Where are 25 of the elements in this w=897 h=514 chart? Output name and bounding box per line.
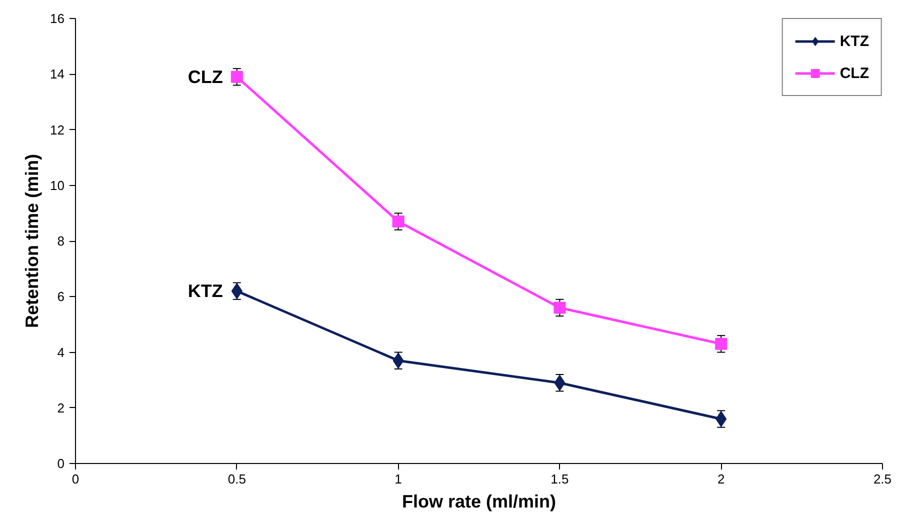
point bbox=[230, 70, 243, 83]
y-axis-title: Retention time (min) bbox=[22, 154, 42, 328]
annotation: KTZ bbox=[188, 281, 223, 302]
point bbox=[392, 216, 404, 228]
y-tick-label: 6 bbox=[57, 289, 65, 304]
x-axis-title: Flow rate (ml/min) bbox=[402, 492, 556, 512]
y-tick-label: 0 bbox=[57, 456, 65, 471]
y-tick-label: 12 bbox=[50, 122, 65, 138]
y-tick-label: 14 bbox=[50, 66, 65, 82]
y-tick-label: 2 bbox=[57, 400, 65, 416]
x-tick-label: 2.5 bbox=[873, 472, 892, 486]
point bbox=[715, 338, 728, 350]
x-tick-label: 0 bbox=[72, 472, 80, 486]
x-tick-label: 0.5 bbox=[228, 472, 246, 486]
y-tick-label: 8 bbox=[57, 234, 65, 248]
legend-label: CLZ bbox=[840, 64, 869, 82]
annotation: CLZ bbox=[188, 66, 223, 87]
x-tick-label: 1.5 bbox=[550, 472, 569, 486]
x-tick-label: 2 bbox=[717, 472, 725, 486]
y-tick-label: 16 bbox=[50, 11, 65, 26]
legend-label: KTZ bbox=[840, 32, 869, 50]
y-tick-label: 4 bbox=[57, 344, 65, 360]
y-tick-label: 10 bbox=[50, 178, 65, 193]
point bbox=[554, 302, 566, 314]
x-tick-label: 1 bbox=[394, 472, 402, 486]
